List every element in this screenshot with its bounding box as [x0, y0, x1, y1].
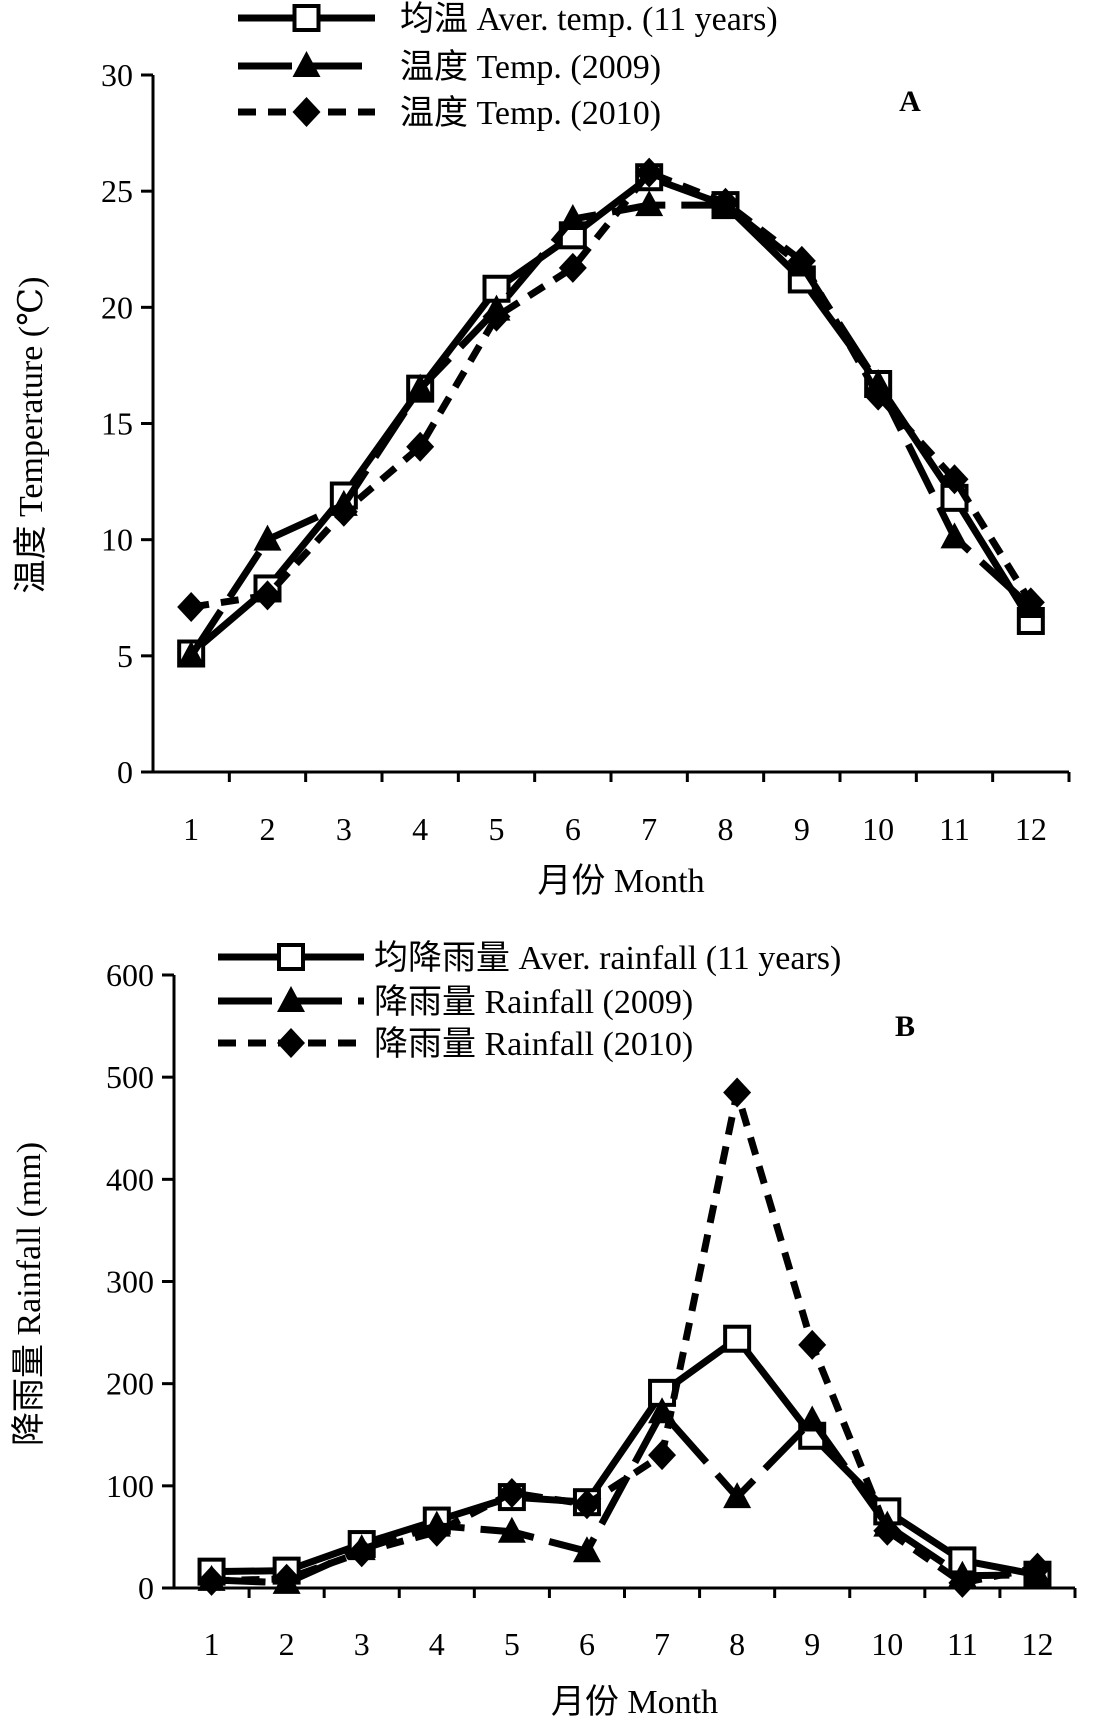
data-point-marker	[723, 1324, 752, 1353]
legend-marker	[292, 4, 321, 32]
x-tick-label: 5	[489, 811, 505, 847]
x-axis-title: 月份 Month	[551, 1684, 718, 1721]
x-tick-label: 6	[579, 1626, 595, 1662]
y-tick-label: 30	[101, 57, 133, 93]
y-tick-label: 0	[138, 1570, 154, 1606]
data-point-marker	[572, 1489, 601, 1520]
data-point-marker	[497, 1516, 526, 1543]
data-point-marker	[711, 187, 740, 218]
x-tick-label: 11	[947, 1626, 978, 1662]
x-tick-label: 9	[804, 1626, 820, 1662]
data-point-marker	[798, 1329, 827, 1360]
x-tick-label: 3	[336, 811, 352, 847]
x-tick-label: 1	[183, 811, 199, 847]
x-tick-label: 10	[862, 811, 894, 847]
data-point-marker	[482, 301, 511, 332]
data-point-marker	[347, 1537, 376, 1568]
x-tick-label: 9	[794, 811, 810, 847]
data-point-marker	[253, 580, 282, 611]
legend-label: 降雨量 Rainfall (2010)	[374, 1025, 693, 1063]
data-point-marker	[864, 380, 893, 411]
series-line	[211, 1408, 1038, 1587]
data-point-marker	[253, 524, 282, 551]
data-point-marker	[558, 252, 587, 283]
data-point-marker	[558, 204, 587, 231]
x-tick-label: 10	[871, 1626, 903, 1662]
data-point-marker	[940, 522, 969, 549]
legend-label: 均降雨量 Aver. rainfall (11 years)	[374, 939, 841, 977]
data-point-marker	[648, 1440, 677, 1471]
y-tick-label: 5	[117, 638, 133, 674]
x-tick-label: 8	[729, 1626, 745, 1662]
x-tick-label: 2	[279, 1626, 295, 1662]
x-tick-label: 8	[718, 811, 734, 847]
x-tick-label: 2	[260, 811, 276, 847]
legend-label: 均温 Aver. temp. (11 years)	[400, 0, 778, 38]
x-tick-label: 3	[354, 1626, 370, 1662]
legend-marker	[292, 51, 321, 77]
legend-marker	[277, 943, 305, 971]
panel-letter: A	[899, 85, 921, 118]
panel-letter: B	[895, 1010, 915, 1043]
data-point-marker	[787, 245, 816, 276]
y-tick-label: 200	[106, 1366, 154, 1402]
y-tick-label: 0	[117, 754, 133, 790]
x-tick-label: 5	[504, 1626, 520, 1662]
legend-marker	[277, 1028, 305, 1058]
data-point-marker	[329, 496, 358, 527]
x-axis-title: 月份 Month	[537, 863, 704, 900]
data-point-marker	[272, 1563, 301, 1594]
y-tick-label: 600	[106, 957, 154, 993]
y-axis-title: 温度 Temperature (℃)	[12, 277, 50, 594]
y-tick-label: 25	[101, 173, 133, 209]
data-point-marker	[572, 1536, 601, 1563]
y-tick-label: 15	[101, 406, 133, 442]
series-line	[211, 1088, 1039, 1587]
legend-label: 温度 Temp. (2009)	[400, 48, 661, 86]
data-point-marker	[948, 1567, 977, 1598]
data-point-marker	[177, 640, 206, 667]
y-tick-label: 10	[101, 522, 133, 558]
data-point-marker	[422, 1516, 451, 1547]
x-tick-label: 4	[412, 811, 428, 847]
legend-label: 降雨量 Rainfall (2009)	[374, 983, 693, 1021]
y-tick-label: 400	[106, 1161, 154, 1197]
data-point-marker	[406, 431, 435, 462]
x-tick-label: 6	[565, 811, 581, 847]
legend-marker	[292, 97, 321, 127]
series-line	[188, 173, 1034, 657]
x-tick-label: 4	[429, 1626, 445, 1662]
x-tick-label: 1	[204, 1626, 220, 1662]
data-point-marker	[940, 464, 969, 495]
x-tick-label: 7	[654, 1626, 670, 1662]
y-tick-label: 100	[106, 1468, 154, 1504]
data-point-marker	[723, 1482, 752, 1509]
x-tick-label: 11	[939, 811, 970, 847]
data-point-marker	[798, 1405, 827, 1432]
legend-marker	[277, 986, 305, 1012]
legend-label: 温度 Temp. (2010)	[400, 94, 661, 132]
data-point-marker	[197, 1565, 226, 1596]
data-point-marker	[406, 373, 435, 400]
data-point-marker	[177, 592, 206, 623]
data-point-marker	[635, 157, 664, 188]
x-tick-label: 7	[641, 811, 657, 847]
x-tick-label: 12	[1021, 1626, 1053, 1662]
y-axis-title: 降雨量 Rainfall (mm)	[10, 1142, 48, 1446]
series-line	[188, 201, 1034, 658]
data-point-marker	[723, 1077, 752, 1108]
data-point-marker	[873, 1515, 902, 1546]
x-tick-label: 12	[1015, 811, 1047, 847]
y-tick-label: 300	[106, 1264, 154, 1300]
data-point-marker	[1023, 1552, 1052, 1583]
data-point-marker	[497, 1477, 526, 1508]
series-line	[190, 169, 1034, 611]
y-tick-label: 500	[106, 1059, 154, 1095]
data-point-marker	[635, 190, 664, 217]
data-point-marker	[1016, 587, 1045, 618]
y-tick-label: 20	[101, 289, 133, 325]
